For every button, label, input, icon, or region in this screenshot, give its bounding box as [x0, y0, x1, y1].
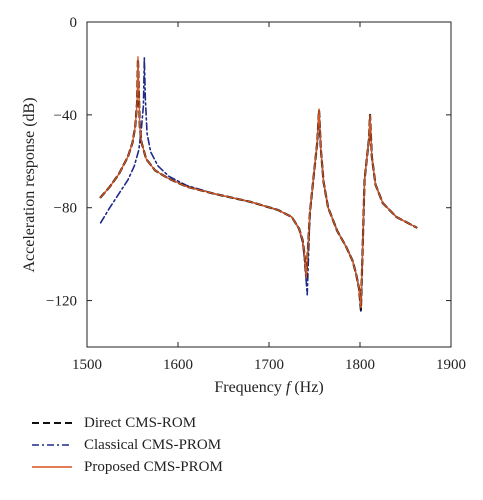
legend-label-direct: Direct CMS-ROM [84, 414, 197, 431]
x-axis-ticks: 1500 1600 1700 1800 1900 [72, 22, 466, 373]
x-tick-label: 1500 [72, 357, 102, 373]
series-line-dashed [99, 58, 418, 311]
y-tick-label: −80 [54, 201, 77, 217]
series-line-dashdot [99, 57, 418, 312]
legend-swatch-classical [32, 444, 72, 446]
y-axis-title: Acceleration response (dB) [21, 97, 38, 272]
y-axis-ticks: 0 −40 −80 −120 [46, 15, 451, 310]
legend: Direct CMS-ROM Classical CMS-PROM Propos… [30, 412, 223, 478]
x-axis-title-text: Frequency [214, 379, 282, 396]
plot-frame [86, 21, 452, 348]
x-tick-label: 1800 [345, 357, 375, 373]
x-axis-title-var: f [286, 379, 293, 396]
series-lines [99, 56, 418, 312]
legend-item-classical: Classical CMS-PROM [30, 434, 223, 456]
legend-label-proposed: Proposed CMS-PROM [84, 458, 223, 475]
legend-swatch-direct [32, 422, 72, 424]
chart-canvas: 1500 1600 1700 1800 1900 0 −40 −80 −120 Frequen… [21, 15, 466, 396]
legend-label-classical: Classical CMS-PROM [84, 436, 222, 453]
y-tick-label: −40 [54, 108, 77, 124]
y-tick-label: −120 [46, 294, 77, 310]
x-axis-title: Frequency f (Hz) [214, 379, 323, 396]
x-axis-title-unit: (Hz) [294, 379, 323, 396]
x-tick-label: 1600 [163, 357, 193, 373]
legend-item-proposed: Proposed CMS-PROM [30, 456, 223, 478]
series-line-solid [100, 56, 418, 309]
x-tick-label: 1700 [254, 357, 284, 373]
legend-swatch-proposed [32, 466, 72, 468]
legend-item-direct: Direct CMS-ROM [30, 412, 223, 434]
x-tick-label: 1900 [436, 357, 466, 373]
y-tick-label: 0 [70, 15, 78, 31]
